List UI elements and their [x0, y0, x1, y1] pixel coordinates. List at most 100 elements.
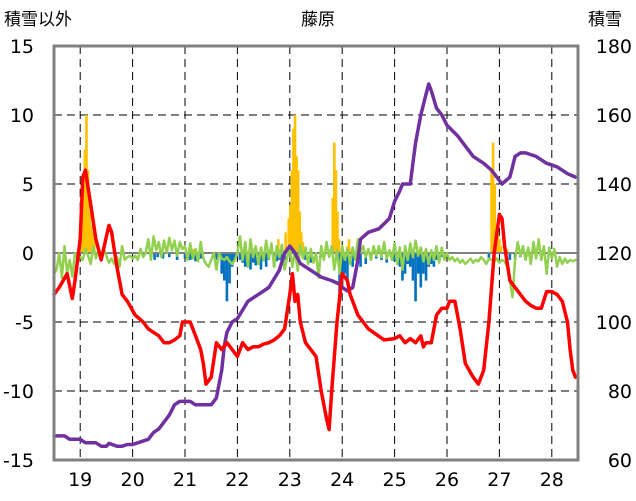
negative-bar [167, 253, 171, 258]
snowfall-bar [490, 170, 493, 253]
snowfall-bar [333, 142, 336, 253]
x-tick-label: 22 [225, 469, 249, 491]
snowfall-bar [276, 239, 280, 253]
negative-bar [304, 253, 307, 260]
negative-bar [419, 253, 423, 288]
negative-bar [398, 253, 402, 267]
negative-bar [238, 253, 242, 260]
x-tick-label: 24 [330, 469, 354, 491]
x-tick-label: 19 [68, 469, 92, 491]
snowfall-bar [289, 204, 292, 253]
snowfall-bar [82, 184, 85, 253]
snowfall-bar [290, 170, 294, 253]
left-y-tick-label: -10 [3, 381, 34, 403]
wind-line [52, 235, 577, 299]
negative-bar [264, 253, 268, 267]
snowfall-bar [496, 232, 500, 253]
snowfall-bar [505, 248, 509, 253]
left-axis-label: 積雪以外 [4, 10, 72, 30]
negative-bar [243, 253, 247, 267]
snowfall-bar [284, 232, 287, 253]
negative-bar [409, 253, 412, 267]
x-ticks: 19 20 21 22 23 24 25 26 27 28 [68, 469, 564, 491]
left-y-tick-label: -5 [15, 312, 34, 334]
negative-bar [194, 253, 197, 262]
snowfall-bar [88, 211, 91, 253]
negative-bar [225, 253, 229, 302]
negative-bar [188, 253, 192, 260]
negative-bar [403, 253, 407, 274]
right-y-tick-label: 100 [596, 312, 632, 334]
left-y-tick-label: 10 [10, 105, 34, 127]
x-tick-label: 21 [173, 469, 197, 491]
x-tick-label: 25 [383, 469, 407, 491]
negative-bar [275, 253, 278, 262]
snowfall-bar [293, 115, 297, 253]
snow_depth-line [52, 82, 578, 448]
snowfall-bar [493, 184, 496, 253]
snowfall-bar [491, 142, 495, 253]
negative-bar [343, 253, 347, 274]
negative-bar [156, 253, 160, 258]
negative-bar [435, 253, 438, 260]
x-tick-label: 27 [487, 469, 511, 491]
snowfall-bar [337, 239, 341, 253]
snowfall-bar [191, 248, 195, 253]
right-y-tick-label: 60 [608, 450, 632, 472]
x-tick-label: 28 [540, 469, 564, 491]
negative-bar [359, 253, 362, 267]
x-tick-label: 23 [278, 469, 302, 491]
snowfall-bar [295, 156, 298, 253]
negative-bar [429, 253, 433, 265]
snowfall-bar [86, 170, 90, 253]
snowfall-bar [83, 149, 87, 253]
negative-bar [309, 253, 313, 263]
negative-bar [340, 253, 344, 288]
negative-bar [351, 253, 354, 267]
negative-bar [220, 253, 223, 274]
negative-bar [487, 253, 491, 260]
negative-bar [338, 253, 341, 302]
snowfall-bar [347, 239, 351, 253]
snowfall-bar [296, 170, 300, 253]
negative-bar [161, 253, 165, 259]
right-y-ticks: 180 160 140 120 100 80 60 [596, 36, 632, 472]
negative-bar [393, 253, 396, 262]
negative-bar [424, 253, 428, 281]
negative-bar [223, 253, 226, 281]
chart-title: 藤原 [301, 10, 335, 30]
snowfall-bar [336, 211, 339, 253]
negative-bar [414, 253, 417, 302]
snowfall-bar [287, 218, 291, 253]
negative-bar [254, 253, 258, 266]
negative-bar [416, 253, 420, 274]
snowfall-bar [331, 197, 335, 253]
left-y-ticks: 15 10 5 0 -5 -10 -15 [3, 36, 34, 472]
negative-bar [228, 253, 231, 284]
x-tick-label: 20 [121, 469, 145, 491]
snowfall-bar [300, 232, 303, 253]
snowfall-bar [334, 170, 338, 253]
negative-bar [183, 253, 187, 259]
negative-bar [440, 253, 444, 258]
plot-frame [52, 44, 580, 462]
snowfall-bar [292, 128, 295, 253]
negative-bar [230, 253, 234, 267]
left-y-tick-label: 15 [10, 36, 34, 58]
snowfall-bar [91, 232, 95, 253]
right-y-tick-label: 180 [596, 36, 632, 58]
right-y-tick-label: 80 [608, 381, 632, 403]
negative-bar [508, 253, 512, 260]
series-lines [52, 82, 578, 448]
negative-bar [422, 253, 425, 274]
negative-bar [249, 253, 252, 270]
right-y-tick-label: 140 [596, 174, 632, 196]
right-y-tick-label: 120 [596, 243, 632, 265]
negative-bar [411, 253, 415, 281]
left-y-tick-label: 0 [22, 243, 34, 265]
snowfall-bar [298, 211, 302, 253]
negative-bar [364, 253, 368, 265]
negative-bar [259, 253, 263, 270]
temperature-line [52, 168, 578, 432]
